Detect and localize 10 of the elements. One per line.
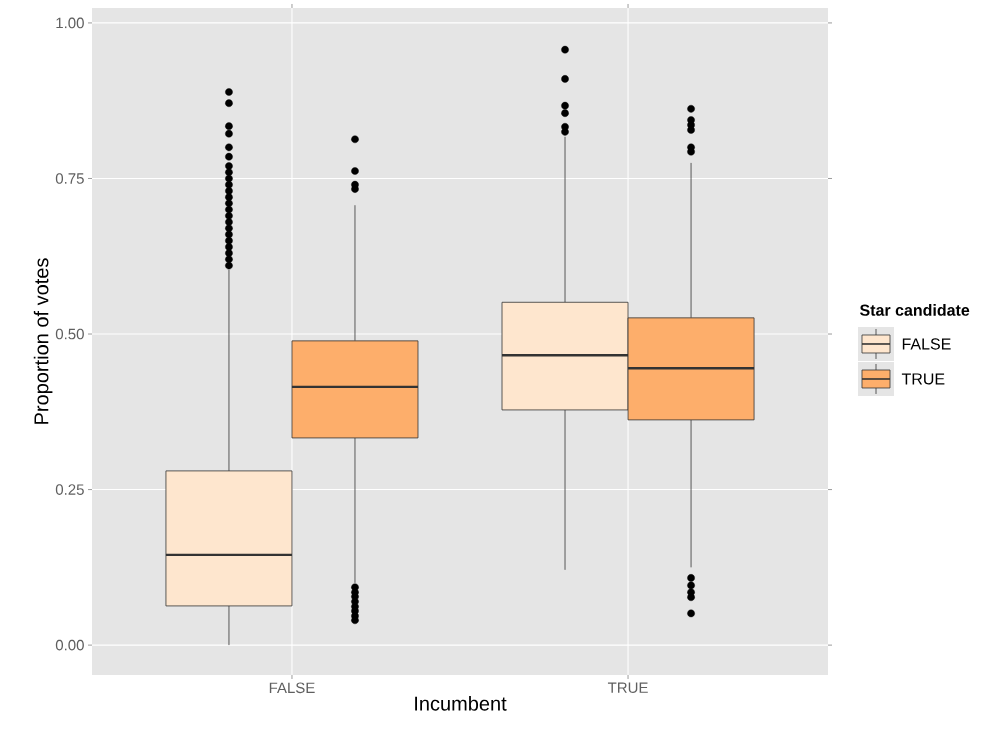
- y-tick-label: 0.50: [55, 328, 84, 340]
- legend-label: TRUE: [901, 373, 945, 385]
- x-axis-title: Incumbent: [415, 696, 507, 711]
- y-tick-label: 1.00: [56, 17, 84, 29]
- legend-title: Star candidate: [859, 304, 970, 316]
- y-tick-label: 0.75: [55, 173, 84, 184]
- y-tick-label: 0.00: [55, 639, 84, 651]
- y-tick-label: 0.25: [55, 484, 84, 495]
- y-axis-title: Proportion of votes: [33, 258, 53, 424]
- legend-label: FALSE: [902, 338, 951, 350]
